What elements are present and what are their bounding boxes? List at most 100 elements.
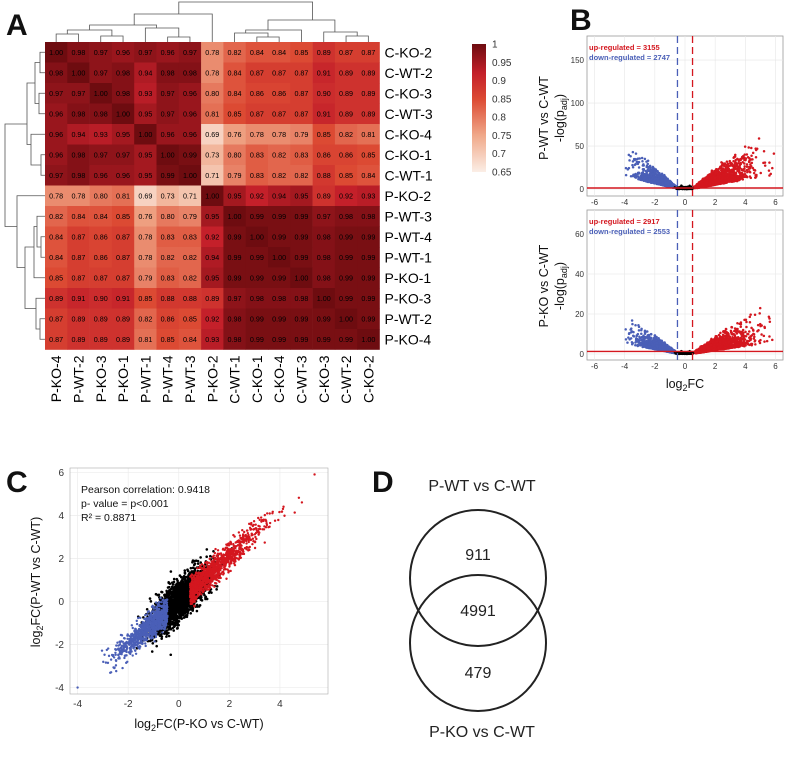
- heatmap-cell: [223, 185, 246, 207]
- heatmap-cell: [89, 124, 113, 145]
- heatmap-cell-value: 0.89: [361, 89, 375, 98]
- heatmap-cell: [134, 144, 157, 166]
- heatmap-cell: [111, 185, 135, 207]
- dendrogram-branch: [40, 236, 45, 258]
- heatmap-cell: [357, 185, 380, 207]
- heatmap-cell-value: 0.78: [205, 68, 219, 77]
- heatmap-cell: [45, 185, 68, 207]
- heatmap-cell: [201, 267, 224, 289]
- heatmap-cell: [134, 206, 157, 227]
- colorbar-tick: 0.7: [492, 149, 506, 160]
- heatmap-cell: [89, 62, 113, 84]
- heatmap-cell-value: 0.89: [339, 89, 353, 98]
- heatmap-cell-value: 0.91: [116, 294, 130, 303]
- heatmap-cell: [357, 247, 380, 268]
- heatmap-cell: [201, 144, 224, 166]
- up-point: [753, 168, 756, 172]
- heatmap-cell: [45, 83, 68, 104]
- down-point: [627, 166, 631, 170]
- heatmap-cell-value: 0.78: [138, 232, 152, 241]
- heatmap-cell-value: 0.95: [138, 109, 152, 118]
- heatmap-cell: [178, 83, 202, 104]
- heatmap-cell-value: 0.99: [250, 253, 264, 262]
- heatmap-cell-value: 0.99: [228, 232, 242, 241]
- heatmap-cell-value: 0.95: [138, 171, 152, 180]
- y-tick: 150: [571, 56, 585, 65]
- heatmap-cell: [67, 329, 90, 350]
- heatmap-cell-value: 0.87: [294, 109, 308, 118]
- down-point: [649, 174, 653, 178]
- heatmap-cell: [156, 103, 180, 125]
- down-point: [641, 175, 645, 179]
- x-tick: -2: [651, 198, 659, 207]
- heatmap-cell: [245, 185, 269, 207]
- down-point: [644, 176, 647, 180]
- heatmap-cell-value: 0.97: [94, 150, 108, 159]
- heatmap-cell: [245, 329, 269, 350]
- heatmap-cell-value: 0.98: [339, 212, 353, 221]
- up-point: [739, 162, 743, 166]
- heatmap-cell-value: 0.96: [49, 130, 63, 139]
- heatmap-cell: [45, 288, 68, 309]
- heatmap-cell: [290, 185, 313, 207]
- up-point: [720, 161, 723, 164]
- heatmap-cell-value: 0.85: [161, 335, 175, 344]
- heatmap-cell: [67, 185, 90, 207]
- heatmap-cell-value: 0.99: [317, 314, 331, 323]
- heatmap-cell-value: 0.89: [94, 314, 108, 323]
- heatmap-cell-value: 0.84: [94, 212, 108, 221]
- heatmap-cell-value: 0.99: [339, 294, 353, 303]
- heatmap-cell: [134, 308, 157, 330]
- heatmap-cell: [178, 165, 202, 186]
- dendrogram-branch: [40, 154, 45, 176]
- heatmap-cell: [156, 206, 180, 227]
- x-tick: 6: [773, 198, 778, 207]
- up-point: [718, 175, 721, 179]
- down-point: [635, 160, 639, 164]
- heatmap-cell: [89, 185, 113, 207]
- heatmap-cell: [156, 144, 180, 166]
- up-point: [746, 170, 749, 174]
- heatmap-cell: [156, 83, 180, 104]
- heatmap-cell-value: 0.96: [183, 109, 197, 118]
- heatmap-cell-value: 0.97: [49, 89, 63, 98]
- heatmap-cell: [156, 308, 180, 330]
- heatmap-cell: [290, 165, 313, 186]
- dendrogram-branch: [100, 35, 124, 42]
- up-point: [734, 172, 737, 175]
- down-point: [656, 177, 660, 181]
- heatmap-cell-value: 0.99: [250, 273, 264, 282]
- heatmap-cell-value: 0.85: [49, 273, 63, 282]
- heatmap-cell-value: 0.99: [250, 212, 264, 221]
- heatmap-cell-value: 0.95: [294, 191, 308, 200]
- up-point: [763, 164, 767, 167]
- heatmap-cell-value: 0.91: [317, 68, 331, 77]
- heatmap-cell: [67, 267, 90, 289]
- up-point: [720, 165, 723, 169]
- heatmap-cell: [268, 62, 291, 84]
- heatmap-cell: [268, 124, 291, 145]
- heatmap-cell: [245, 83, 269, 104]
- heatmap-cell: [134, 83, 157, 104]
- heatmap-cell: [312, 247, 336, 268]
- heatmap-row-label: P-WT-3: [385, 208, 433, 224]
- panel-letter-d: D: [372, 466, 394, 499]
- heatmap-cell: [245, 267, 269, 289]
- down-point: [633, 158, 637, 162]
- up-point: [745, 163, 749, 166]
- heatmap-cell-value: 0.99: [361, 232, 375, 241]
- heatmap-cell-value: 0.86: [272, 89, 286, 98]
- heatmap-cell-value: 1.00: [183, 171, 197, 180]
- heatmap-cell-value: 0.96: [183, 89, 197, 98]
- heatmap-cell-value: 0.84: [49, 253, 63, 262]
- down-point: [638, 157, 641, 160]
- heatmap-cell-value: 0.86: [94, 232, 108, 241]
- heatmap-cell-value: 1.00: [228, 212, 242, 221]
- heatmap-cell: [89, 165, 113, 186]
- down-point: [633, 175, 637, 179]
- heatmap-col-label: C-WT-3: [293, 355, 309, 403]
- heatmap-cell: [178, 185, 202, 207]
- dendrogram-branch: [30, 133, 45, 166]
- heatmap-cell: [45, 103, 68, 125]
- up-point: [729, 178, 732, 182]
